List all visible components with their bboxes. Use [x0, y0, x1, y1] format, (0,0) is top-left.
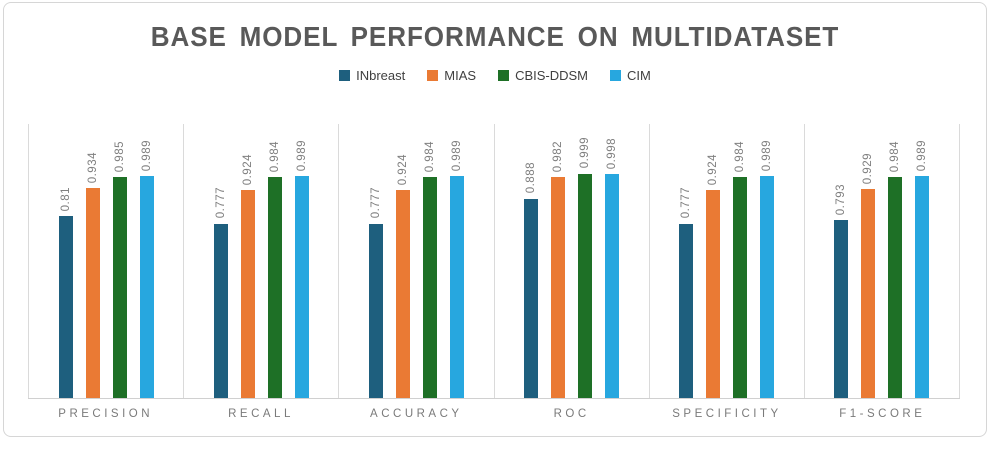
category-group-accuracy: 0.777 0.924 0.984 0.989 — [338, 124, 493, 398]
bar-inbreast: 0.777 — [679, 187, 694, 398]
bar-value-label: 0.989 — [916, 139, 929, 171]
bar-mias: 0.924 — [240, 154, 255, 398]
category-label-roc: ROC — [553, 408, 590, 420]
bar-cim: 0.989 — [139, 140, 154, 398]
legend-swatch-icon — [339, 70, 351, 81]
bar-value-label: 0.777 — [680, 187, 693, 219]
bar-cim: 0.989 — [449, 140, 464, 398]
legend: INbreast MIAS CBIS-DDSM CIM — [4, 68, 986, 83]
legend-item-cim: CIM — [610, 68, 651, 83]
category-group-f1-score: 0.793 0.929 0.984 0.989 — [803, 124, 961, 398]
legend-item-mias: MIAS — [427, 68, 476, 83]
bar-cbis-ddsm: 0.984 — [888, 141, 903, 398]
bar-cim: 0.998 — [605, 138, 620, 398]
bar-inbreast: 0.888 — [524, 162, 539, 398]
category-label-f1-score: F1-SCORE — [839, 408, 926, 420]
bar-value-label: 0.924 — [396, 154, 409, 186]
category-label-precision: PRECISION — [58, 408, 154, 420]
bar-value-label: 0.984 — [734, 140, 747, 173]
bar-value-label: 0.998 — [606, 137, 619, 169]
bar-value-label: 0.924 — [241, 154, 254, 186]
plot-area: 0.81 0.934 0.985 0.989 0.777 0.924 0.984 0.989 0… — [28, 124, 961, 399]
bar-cbis-ddsm: 0.984 — [422, 141, 437, 398]
legend-label: CBIS-DDSM — [515, 68, 589, 83]
category-group-roc: 0.888 0.982 0.999 0.998 — [493, 124, 649, 398]
bar-value-label: 0.989 — [295, 139, 308, 171]
legend-item-cbis-ddsm: CBIS-DDSM — [498, 68, 588, 83]
category-label-accuracy: ACCURACY — [370, 408, 463, 420]
legend-label: CIM — [627, 68, 651, 83]
bar-value-label: 0.989 — [450, 139, 463, 171]
bar-value-label: 0.984 — [889, 140, 902, 173]
category-group-recall: 0.777 0.924 0.984 0.989 — [183, 124, 338, 398]
legend-swatch-icon — [610, 70, 622, 81]
bar-value-label: 0.888 — [525, 162, 538, 194]
bar-value-label: 0.989 — [761, 139, 774, 171]
bar-inbreast: 0.81 — [58, 187, 73, 398]
chart-title: BASE MODEL PERFORMANCE ON MULTIDATASET — [150, 21, 840, 52]
bar-value-label: 0.777 — [214, 187, 227, 219]
legend-swatch-icon — [498, 70, 510, 81]
bar-cim: 0.989 — [915, 140, 930, 398]
bar-cbis-ddsm: 0.984 — [733, 141, 748, 398]
bar-value-label: 0.984 — [268, 140, 281, 173]
bar-mias: 0.924 — [706, 154, 721, 398]
bar-cim: 0.989 — [760, 140, 775, 398]
bar-value-label: 0.984 — [423, 140, 436, 173]
bar-mias: 0.982 — [551, 141, 566, 398]
bar-cbis-ddsm: 0.984 — [267, 141, 282, 398]
bar-inbreast: 0.777 — [213, 187, 228, 398]
bar-mias: 0.924 — [395, 154, 410, 398]
bar-value-label: 0.793 — [835, 183, 848, 215]
bar-cim: 0.989 — [294, 140, 309, 398]
bar-value-label: 0.924 — [707, 154, 720, 186]
bar-mias: 0.934 — [85, 152, 100, 398]
bar-value-label: 0.934 — [86, 151, 99, 184]
bar-inbreast: 0.777 — [368, 187, 383, 398]
bar-value-label: 0.999 — [579, 137, 592, 169]
category-label-specificity: SPECIFICITY — [672, 408, 782, 420]
legend-label: INbreast — [356, 68, 406, 83]
bar-value-label: 0.982 — [552, 141, 565, 173]
legend-item-inbreast: INbreast — [339, 68, 405, 83]
legend-swatch-icon — [427, 70, 439, 81]
bar-value-label: 0.989 — [140, 139, 153, 171]
legend-label: MIAS — [444, 68, 477, 83]
bar-mias: 0.929 — [861, 153, 876, 398]
category-axis: PRECISION RECALL ACCURACY ROC SPECIFICITY F1-… — [28, 399, 960, 420]
bar-cbis-ddsm: 0.985 — [112, 141, 127, 398]
bar-value-label: 0.81 — [59, 186, 72, 212]
category-label-recall: RECALL — [228, 408, 294, 420]
chart-panel: BASE MODEL PERFORMANCE ON MULTIDATASET I… — [3, 2, 987, 437]
bar-value-label: 0.985 — [113, 140, 126, 172]
bar-cbis-ddsm: 0.999 — [578, 137, 593, 398]
bar-value-label: 0.929 — [862, 153, 875, 185]
bar-value-label: 0.777 — [369, 187, 382, 219]
category-group-precision: 0.81 0.934 0.985 0.989 — [28, 124, 183, 398]
bar-inbreast: 0.793 — [834, 184, 849, 398]
category-group-specificity: 0.777 0.924 0.984 0.989 — [648, 124, 804, 398]
